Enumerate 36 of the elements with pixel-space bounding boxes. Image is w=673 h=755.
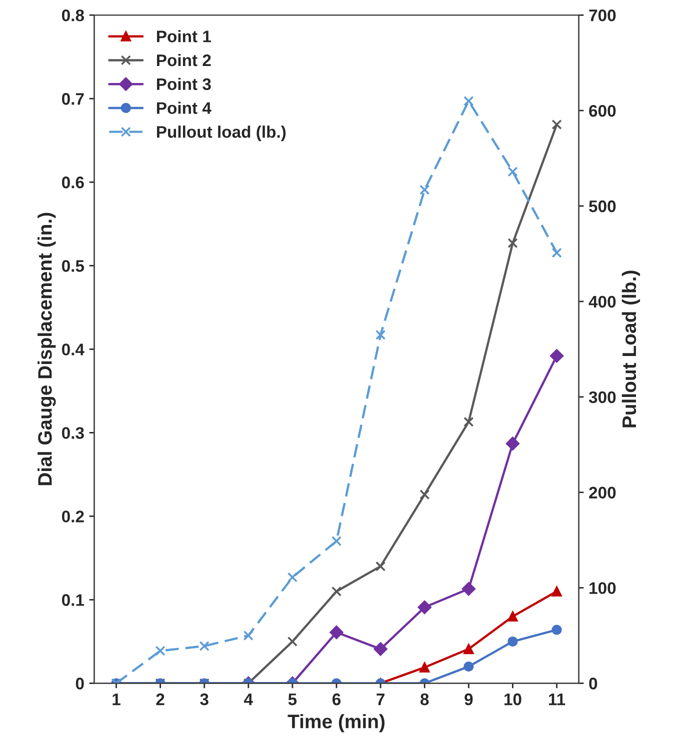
y2-axis-title: Pullout Load (lb.)	[622, 270, 640, 428]
y-axis-title: Dial Gauge Displacement (in.)	[38, 212, 56, 486]
x-tick-label: 2	[156, 693, 164, 706]
y-tick-label: 0.3	[62, 427, 84, 439]
x-tick-label: 3	[200, 693, 208, 706]
y-tick-label: 0	[76, 678, 84, 690]
x-tick-label: 8	[420, 693, 429, 706]
y2-tick-label: 500	[589, 200, 616, 212]
y2-tick-label: 700	[589, 10, 616, 22]
x-tick-label: 5	[288, 694, 297, 706]
y2-tick-label: 200	[589, 486, 616, 499]
legend-label: Point 2	[157, 54, 211, 66]
x-tick-label: 1	[112, 694, 120, 706]
x-tick-label: 6	[332, 693, 341, 706]
x-tick-label: 4	[244, 694, 253, 706]
y-tick-label: 0.6	[62, 176, 84, 188]
y2-tick-label: 400	[588, 296, 616, 308]
legend-label: Pullout load (lb.)	[157, 126, 286, 142]
y2-tick-label: 600	[589, 104, 616, 117]
x-axis-title: Time (min)	[288, 714, 385, 732]
y-tick-label: 0.7	[62, 93, 84, 105]
x-tick-label: 7	[376, 694, 384, 706]
y-tick-label: 0.5	[62, 260, 84, 272]
y-tick-label: 0.4	[62, 344, 84, 356]
x-tick-label: 9	[464, 693, 473, 706]
y2-tick-label: 100	[590, 582, 616, 594]
y-tick-label: 0.1	[62, 594, 84, 606]
x-tick-label: 10	[504, 693, 522, 706]
legend-label: Point 3	[157, 78, 211, 90]
y-tick-label: 0.2	[62, 510, 84, 522]
y2-tick-label: 0	[589, 678, 598, 690]
y2-tick-label: 300	[588, 391, 616, 404]
legend-label: Point 1	[157, 30, 211, 42]
legend-label: Point 4	[157, 102, 212, 114]
x-tick-label: 11	[548, 694, 566, 706]
y-tick-label: 0.8	[62, 10, 84, 22]
